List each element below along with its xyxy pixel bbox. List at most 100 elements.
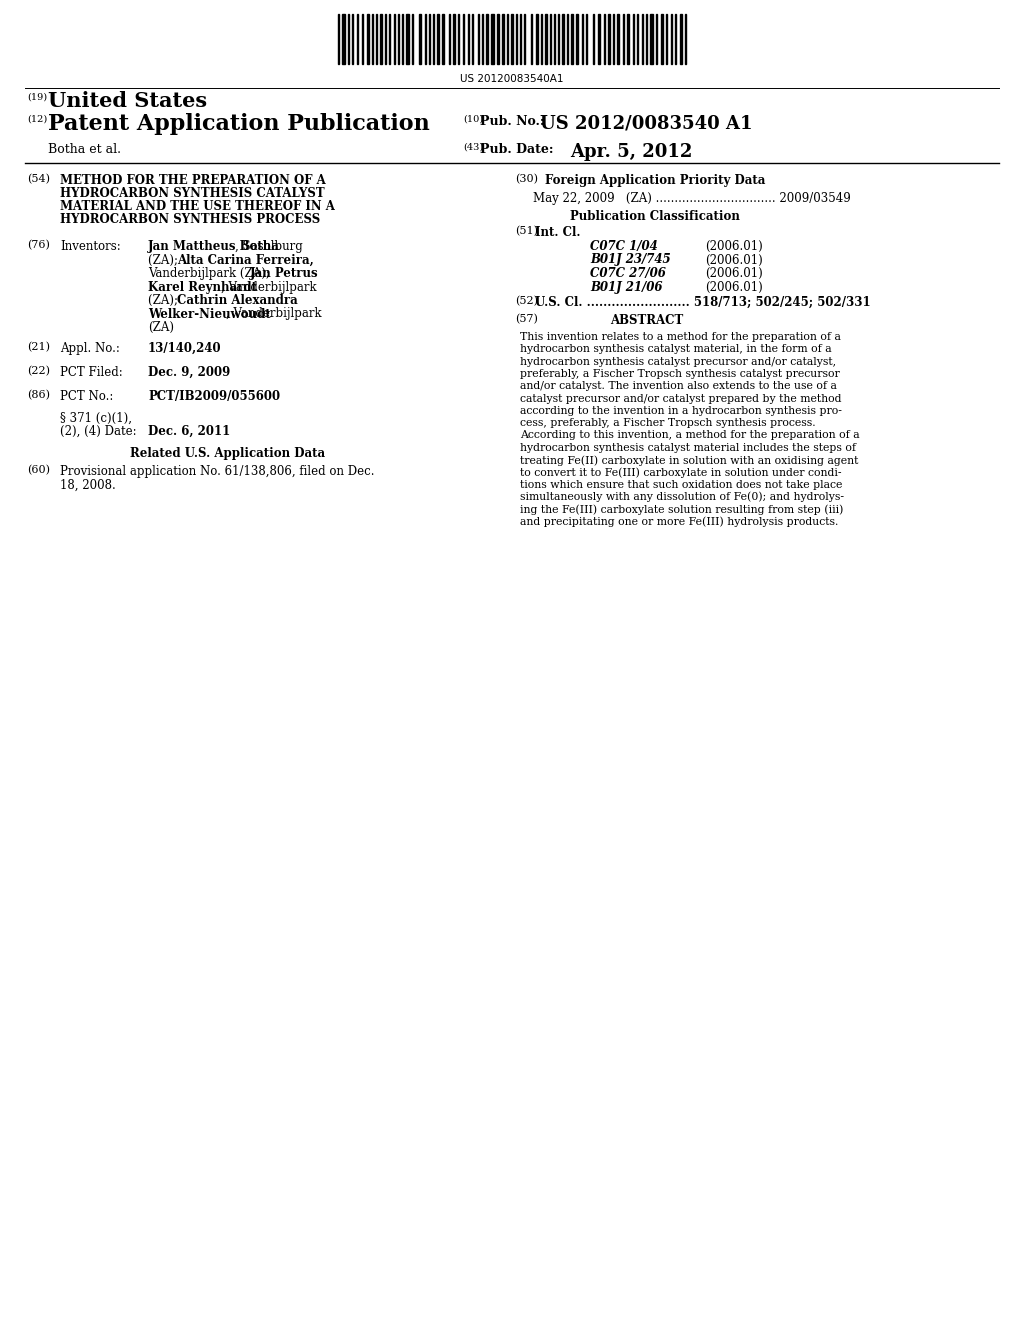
Text: Karel Reynhardt: Karel Reynhardt xyxy=(148,281,257,293)
Text: Related U.S. Application Data: Related U.S. Application Data xyxy=(130,447,326,459)
Text: (60): (60) xyxy=(27,465,50,475)
Text: PCT No.:: PCT No.: xyxy=(60,389,114,403)
Text: according to the invention in a hydrocarbon synthesis pro-: according to the invention in a hydrocar… xyxy=(520,405,842,416)
Text: and/or catalyst. The invention also extends to the use of a: and/or catalyst. The invention also exte… xyxy=(520,381,837,391)
Text: METHOD FOR THE PREPARATION OF A: METHOD FOR THE PREPARATION OF A xyxy=(60,174,326,187)
Text: (ZA): (ZA) xyxy=(148,321,174,334)
Bar xyxy=(342,15,345,63)
Bar xyxy=(490,15,494,63)
Text: B01J 23/745: B01J 23/745 xyxy=(590,253,671,267)
Text: Cathrin Alexandra: Cathrin Alexandra xyxy=(177,294,298,308)
Bar xyxy=(536,15,538,63)
Bar xyxy=(380,15,382,63)
Bar xyxy=(453,15,455,63)
Text: Apr. 5, 2012: Apr. 5, 2012 xyxy=(570,143,692,161)
Text: (19): (19) xyxy=(27,92,47,102)
Text: , Vanderbijlpark: , Vanderbijlpark xyxy=(225,308,322,321)
Text: (12): (12) xyxy=(27,115,47,124)
Bar xyxy=(571,15,573,63)
Text: B01J 21/06: B01J 21/06 xyxy=(590,281,663,293)
Text: Jan Petrus: Jan Petrus xyxy=(250,267,318,280)
Bar xyxy=(437,15,439,63)
Text: (51): (51) xyxy=(515,226,538,236)
Text: cess, preferably, a Fischer Tropsch synthesis process.: cess, preferably, a Fischer Tropsch synt… xyxy=(520,418,816,428)
Text: Jan Mattheus Botha: Jan Mattheus Botha xyxy=(148,240,280,253)
Text: and precipitating one or more Fe(III) hydrolysis products.: and precipitating one or more Fe(III) hy… xyxy=(520,516,839,527)
Bar xyxy=(598,15,600,63)
Text: ing the Fe(III) carboxylate solution resulting from step (iii): ing the Fe(III) carboxylate solution res… xyxy=(520,504,844,515)
Text: 18, 2008.: 18, 2008. xyxy=(60,479,116,492)
Text: Pub. No.:: Pub. No.: xyxy=(480,115,545,128)
Bar xyxy=(511,15,513,63)
Text: According to this invention, a method for the preparation of a: According to this invention, a method fo… xyxy=(520,430,859,441)
Text: § 371 (c)(1),: § 371 (c)(1), xyxy=(60,412,132,425)
Text: treating Fe(II) carboxylate in solution with an oxidising agent: treating Fe(II) carboxylate in solution … xyxy=(520,455,858,466)
Text: (43): (43) xyxy=(463,143,483,152)
Text: Pub. Date:: Pub. Date: xyxy=(480,143,554,156)
Bar xyxy=(627,15,629,63)
Text: Alta Carina Ferreira,: Alta Carina Ferreira, xyxy=(177,253,313,267)
Text: , Vanderbijlpark: , Vanderbijlpark xyxy=(221,281,316,293)
Text: ABSTRACT: ABSTRACT xyxy=(610,314,683,327)
Text: (ZA);: (ZA); xyxy=(148,253,181,267)
Text: Dec. 9, 2009: Dec. 9, 2009 xyxy=(148,366,230,379)
Text: (22): (22) xyxy=(27,366,50,376)
Text: Provisional application No. 61/138,806, filed on Dec.: Provisional application No. 61/138,806, … xyxy=(60,465,375,478)
Text: MATERIAL AND THE USE THEREOF IN A: MATERIAL AND THE USE THEREOF IN A xyxy=(60,201,335,213)
Text: Patent Application Publication: Patent Application Publication xyxy=(48,114,430,135)
Text: Dec. 6, 2011: Dec. 6, 2011 xyxy=(148,425,230,438)
Text: catalyst precursor and/or catalyst prepared by the method: catalyst precursor and/or catalyst prepa… xyxy=(520,393,842,404)
Text: (30): (30) xyxy=(515,174,538,185)
Text: HYDROCARBON SYNTHESIS CATALYST: HYDROCARBON SYNTHESIS CATALYST xyxy=(60,187,325,201)
Text: Publication Classification: Publication Classification xyxy=(570,210,740,223)
Text: Foreign Application Priority Data: Foreign Application Priority Data xyxy=(545,174,765,187)
Text: (2006.01): (2006.01) xyxy=(705,267,763,280)
Text: PCT Filed:: PCT Filed: xyxy=(60,366,123,379)
Text: (2006.01): (2006.01) xyxy=(705,253,763,267)
Text: Int. Cl.: Int. Cl. xyxy=(535,226,581,239)
Bar xyxy=(367,15,369,63)
Text: U.S. Cl. ......................... 518/713; 502/245; 502/331: U.S. Cl. ......................... 518/7… xyxy=(535,296,870,309)
Text: , Sasolburg: , Sasolburg xyxy=(236,240,303,253)
Text: (2), (4) Date:: (2), (4) Date: xyxy=(60,425,136,438)
Bar xyxy=(608,15,610,63)
Text: hydrocarbon synthesis catalyst material, in the form of a: hydrocarbon synthesis catalyst material,… xyxy=(520,345,831,354)
Text: (54): (54) xyxy=(27,174,50,185)
Text: US 20120083540A1: US 20120083540A1 xyxy=(460,74,564,84)
Text: C07C 27/06: C07C 27/06 xyxy=(590,267,666,280)
Text: 13/140,240: 13/140,240 xyxy=(148,342,221,355)
Text: Botha et al.: Botha et al. xyxy=(48,143,121,156)
Bar xyxy=(419,15,421,63)
Bar xyxy=(680,15,682,63)
Bar xyxy=(545,15,547,63)
Bar xyxy=(662,15,663,63)
Text: hydrocarbon synthesis catalyst precursor and/or catalyst,: hydrocarbon synthesis catalyst precursor… xyxy=(520,356,837,367)
Text: (ZA);: (ZA); xyxy=(148,294,181,308)
Text: (21): (21) xyxy=(27,342,50,352)
Text: tions which ensure that such oxidation does not take place: tions which ensure that such oxidation d… xyxy=(520,479,843,490)
Text: PCT/IB2009/055600: PCT/IB2009/055600 xyxy=(148,389,281,403)
Text: (76): (76) xyxy=(27,240,50,251)
Text: (86): (86) xyxy=(27,389,50,400)
Text: United States: United States xyxy=(48,91,207,111)
Text: Vanderbijlpark (ZA);: Vanderbijlpark (ZA); xyxy=(148,267,273,280)
Text: preferably, a Fischer Tropsch synthesis catalyst precursor: preferably, a Fischer Tropsch synthesis … xyxy=(520,368,840,379)
Text: (2006.01): (2006.01) xyxy=(705,240,763,253)
Text: Welker-Nieuwoudt: Welker-Nieuwoudt xyxy=(148,308,270,321)
Text: hydrocarbon synthesis catalyst material includes the steps of: hydrocarbon synthesis catalyst material … xyxy=(520,442,856,453)
Text: (57): (57) xyxy=(515,314,538,325)
Text: (52): (52) xyxy=(515,296,538,306)
Bar xyxy=(497,15,499,63)
Bar xyxy=(442,15,444,63)
Text: Appl. No.:: Appl. No.: xyxy=(60,342,120,355)
Text: simultaneously with any dissolution of Fe(0); and hydrolys-: simultaneously with any dissolution of F… xyxy=(520,492,844,503)
Text: C07C 1/04: C07C 1/04 xyxy=(590,240,657,253)
Text: US 2012/0083540 A1: US 2012/0083540 A1 xyxy=(540,115,753,133)
Bar xyxy=(502,15,504,63)
Bar xyxy=(575,15,578,63)
Text: This invention relates to a method for the preparation of a: This invention relates to a method for t… xyxy=(520,333,841,342)
Text: (10): (10) xyxy=(463,115,483,124)
Text: (2006.01): (2006.01) xyxy=(705,281,763,293)
Text: to convert it to Fe(III) carboxylate in solution under condi-: to convert it to Fe(III) carboxylate in … xyxy=(520,467,842,478)
Bar xyxy=(406,15,409,63)
